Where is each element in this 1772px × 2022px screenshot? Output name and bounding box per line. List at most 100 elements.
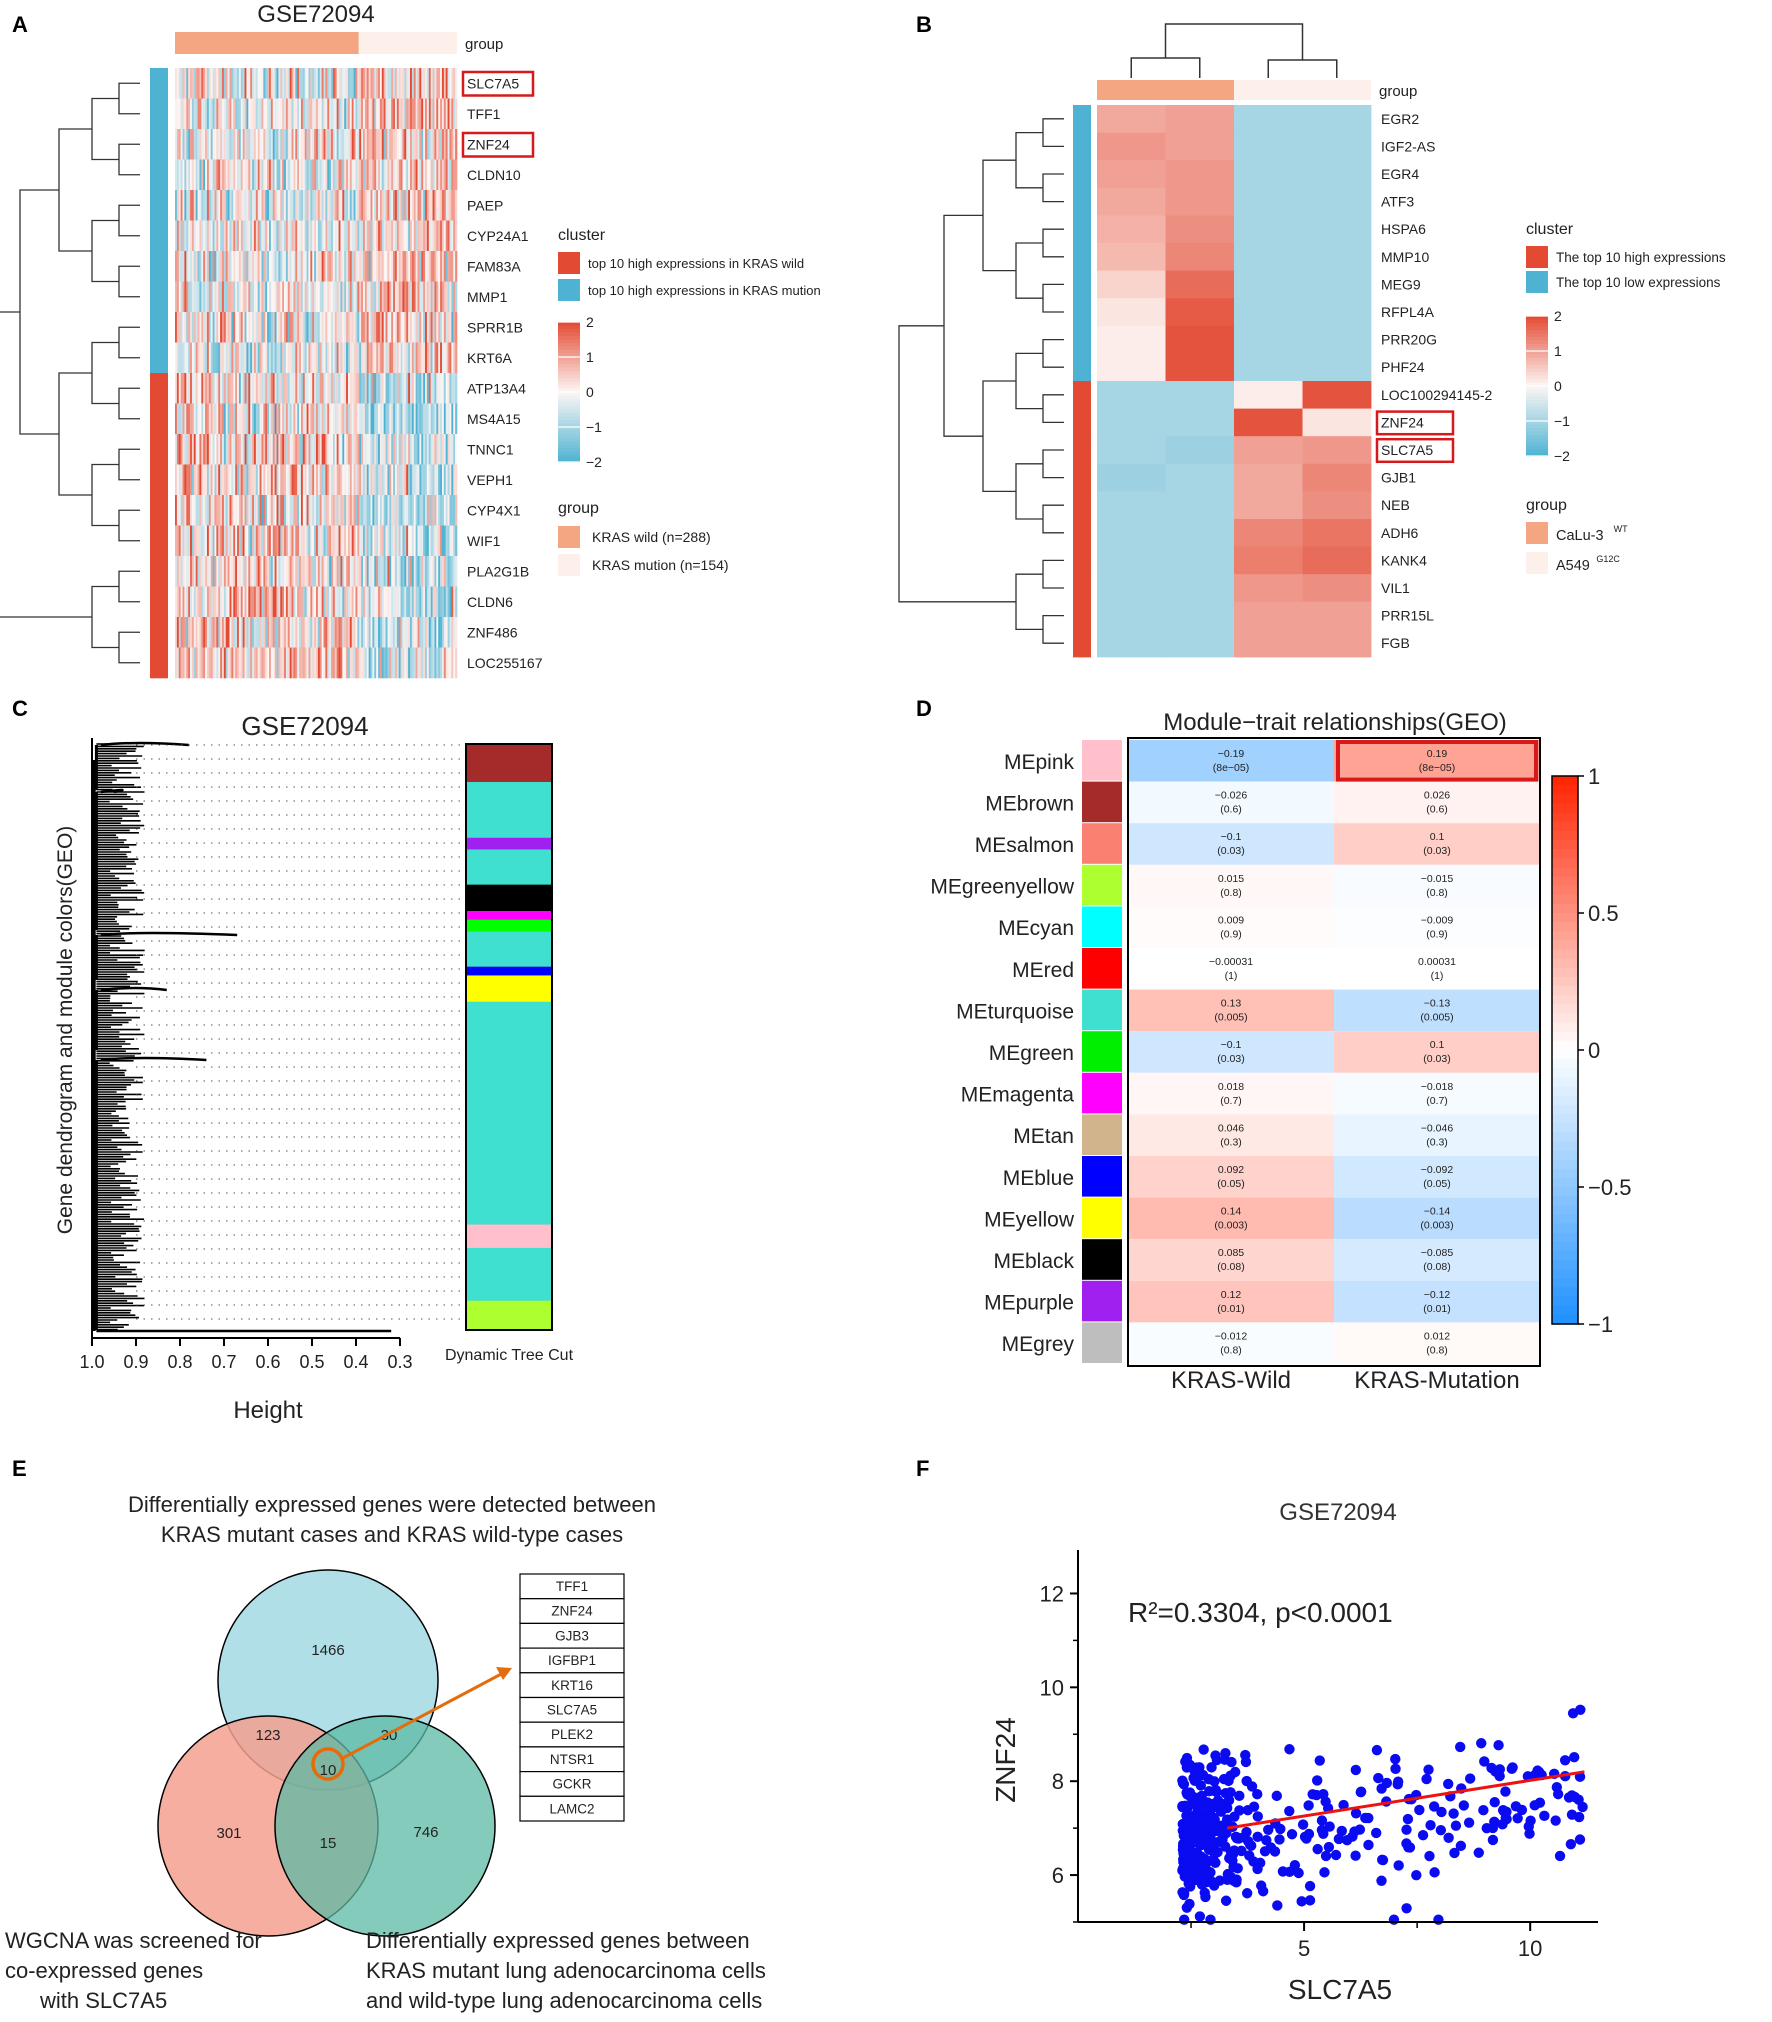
heatmap-cell — [203, 98, 206, 130]
heatmap-cell — [406, 251, 409, 282]
heatmap-cell — [257, 159, 260, 191]
chart-title: Module−trait relationships(GEO) — [1163, 709, 1506, 736]
heatmap-cell — [231, 129, 234, 160]
color-scale-tick-label: 2 — [586, 314, 594, 330]
heatmap-cell — [184, 342, 187, 374]
heatmap-cell — [310, 403, 313, 435]
heatmap-cell — [184, 464, 187, 496]
heatmap-cell — [282, 68, 285, 99]
heatmap-cell — [329, 190, 332, 221]
heatmap-cell — [310, 251, 313, 282]
heatmap-cell — [445, 647, 448, 679]
heatmap-cell — [430, 495, 433, 526]
heatmap-cell — [246, 495, 249, 526]
panel-a-heatmap: GSE72094groupSLC7A5TFF1ZNF24CLDN10PAEPCY… — [0, 1, 821, 679]
heatmap-cell — [248, 129, 251, 160]
heatmap-cell — [244, 403, 247, 435]
heatmap-cell — [376, 647, 379, 679]
heatmap-cell — [206, 434, 210, 465]
heatmap-cell — [190, 556, 193, 587]
heatmap-cell — [319, 129, 322, 160]
heatmap-cell — [353, 190, 356, 221]
heatmap-cell — [310, 373, 313, 404]
gene-label: EGR2 — [1381, 111, 1419, 127]
color-scale-step — [1552, 776, 1578, 786]
gene-label: EGR4 — [1381, 166, 1419, 182]
heatmap-cell — [349, 159, 353, 191]
module-bar-band — [466, 1001, 552, 1225]
heatmap-cell — [235, 129, 238, 160]
heatmap-cell — [316, 434, 319, 465]
heatmap-cell — [235, 251, 238, 282]
heatmap-cell — [441, 464, 445, 496]
heatmap-cell — [176, 251, 180, 282]
color-scale-gradient-step — [1526, 445, 1548, 450]
heatmap-cell — [225, 495, 228, 526]
color-scale-step — [1552, 1077, 1578, 1088]
heatmap-cell — [265, 403, 268, 435]
heatmap-cell — [445, 495, 448, 526]
heatmap-cell — [276, 434, 279, 465]
heatmap-cell — [331, 434, 334, 465]
heatmap-cell — [370, 312, 373, 343]
heatmap-cell — [175, 525, 178, 557]
heatmap-cell — [222, 342, 225, 374]
heatmap-cell — [400, 190, 403, 221]
heatmap-cell — [276, 159, 279, 191]
color-scale-gradient-step — [558, 406, 580, 411]
heatmap-cell — [225, 342, 228, 374]
heatmap-cell — [280, 617, 283, 648]
correlation-value-mutation: −0.009 — [1421, 914, 1454, 926]
heatmap-cell — [203, 190, 206, 221]
heatmap-cell — [205, 251, 208, 282]
heatmap-cell — [349, 373, 353, 404]
heatmap-cell — [184, 281, 187, 313]
heatmap-cell — [408, 281, 411, 313]
heatmap-cell — [361, 556, 364, 587]
heatmap-cell — [321, 281, 324, 313]
heatmap-cell — [368, 342, 371, 374]
gene-table-label: LAMC2 — [549, 1801, 594, 1816]
heatmap-cell — [182, 434, 185, 465]
heatmap-cell — [186, 647, 189, 679]
heatmap-cell — [410, 281, 413, 313]
heatmap-cell — [182, 68, 185, 99]
heatmap-cell — [391, 98, 394, 130]
heatmap-cell — [389, 525, 392, 557]
heatmap-cell — [411, 251, 415, 282]
heatmap-cell — [451, 464, 454, 496]
heatmap-cell — [306, 251, 309, 282]
heatmap-cell — [342, 251, 345, 282]
heatmap-cell — [385, 159, 388, 191]
heatmap-cell — [357, 373, 360, 404]
heatmap-cell — [421, 190, 424, 221]
heatmap-cell — [317, 68, 321, 99]
heatmap-cell — [272, 617, 275, 648]
heatmap-cell — [178, 403, 181, 435]
correlation-cell-mutation — [1334, 1072, 1540, 1115]
heatmap-cell — [453, 525, 456, 557]
heatmap-cell — [284, 647, 287, 679]
heatmap-cell — [176, 586, 180, 618]
heatmap-cell — [453, 251, 456, 282]
heatmap-cell — [175, 68, 178, 99]
heatmap-cell — [419, 617, 422, 648]
heatmap-cell — [285, 281, 289, 313]
heatmap-cell — [244, 342, 247, 374]
cluster-legend-label: The top 10 low expressions — [1556, 275, 1721, 290]
heatmap-cell — [329, 220, 332, 252]
heatmap-cell — [396, 281, 400, 313]
heatmap-cell — [415, 586, 418, 618]
heatmap-cell — [329, 647, 332, 679]
cluster-annotation-cell — [150, 190, 168, 221]
heatmap-cell — [178, 586, 181, 618]
heatmap-cell — [361, 617, 364, 648]
heatmap-cell — [449, 556, 452, 587]
row-dendrogram-branch — [1015, 242, 1043, 299]
heatmap-cell — [265, 434, 268, 465]
heatmap-cell — [415, 312, 418, 343]
heatmap-cell — [441, 617, 445, 648]
heatmap-cell — [323, 68, 326, 99]
group-bar-a549 — [1234, 80, 1371, 100]
heatmap-cell — [385, 617, 388, 648]
